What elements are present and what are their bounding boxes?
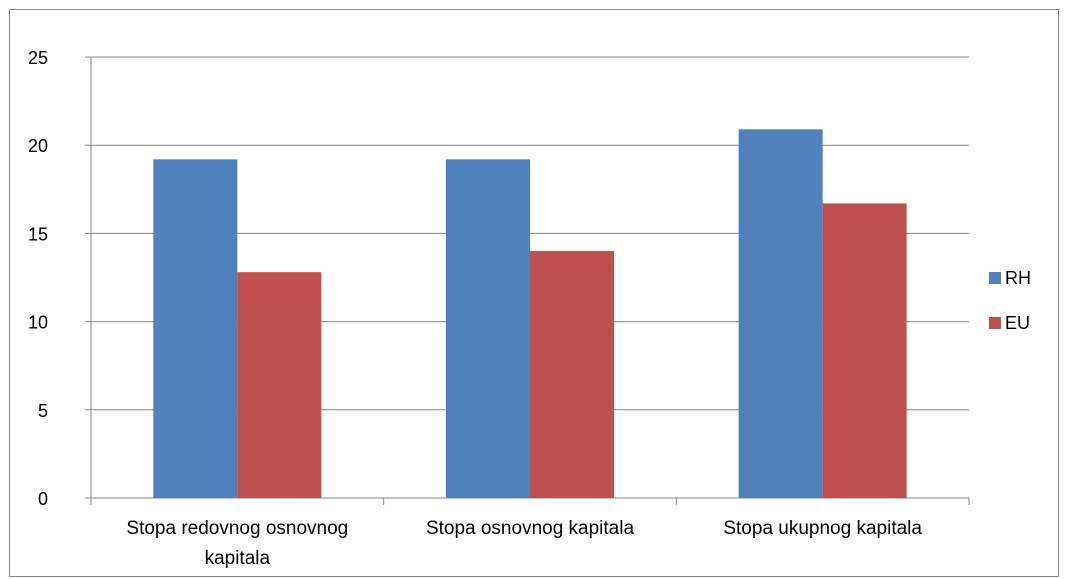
x-category-label: Stopa ukupnog kapitala bbox=[723, 518, 922, 539]
bar-rh bbox=[153, 159, 238, 498]
x-category-label: Stopa osnovnog kapitala bbox=[426, 518, 635, 539]
y-tick-label: 20 bbox=[28, 136, 48, 156]
y-tick-label: 5 bbox=[38, 401, 48, 421]
legend-label-rh: RH bbox=[1005, 268, 1031, 288]
bar-eu bbox=[822, 203, 907, 499]
bar-rh bbox=[738, 129, 823, 498]
legend-swatch-eu bbox=[989, 317, 1001, 329]
y-tick-label: 25 bbox=[28, 48, 48, 68]
y-tick-label: 15 bbox=[28, 224, 48, 244]
legend-label-eu: EU bbox=[1005, 313, 1030, 333]
bar-eu bbox=[237, 272, 322, 498]
y-tick-label: 10 bbox=[28, 313, 48, 333]
y-tick-label: 0 bbox=[38, 489, 48, 509]
bar-eu bbox=[530, 251, 614, 498]
bar-rh bbox=[446, 159, 530, 498]
x-category-label: Stopa redovnog osnovnog kapitala bbox=[126, 518, 348, 569]
legend-swatch-rh bbox=[989, 272, 1001, 284]
